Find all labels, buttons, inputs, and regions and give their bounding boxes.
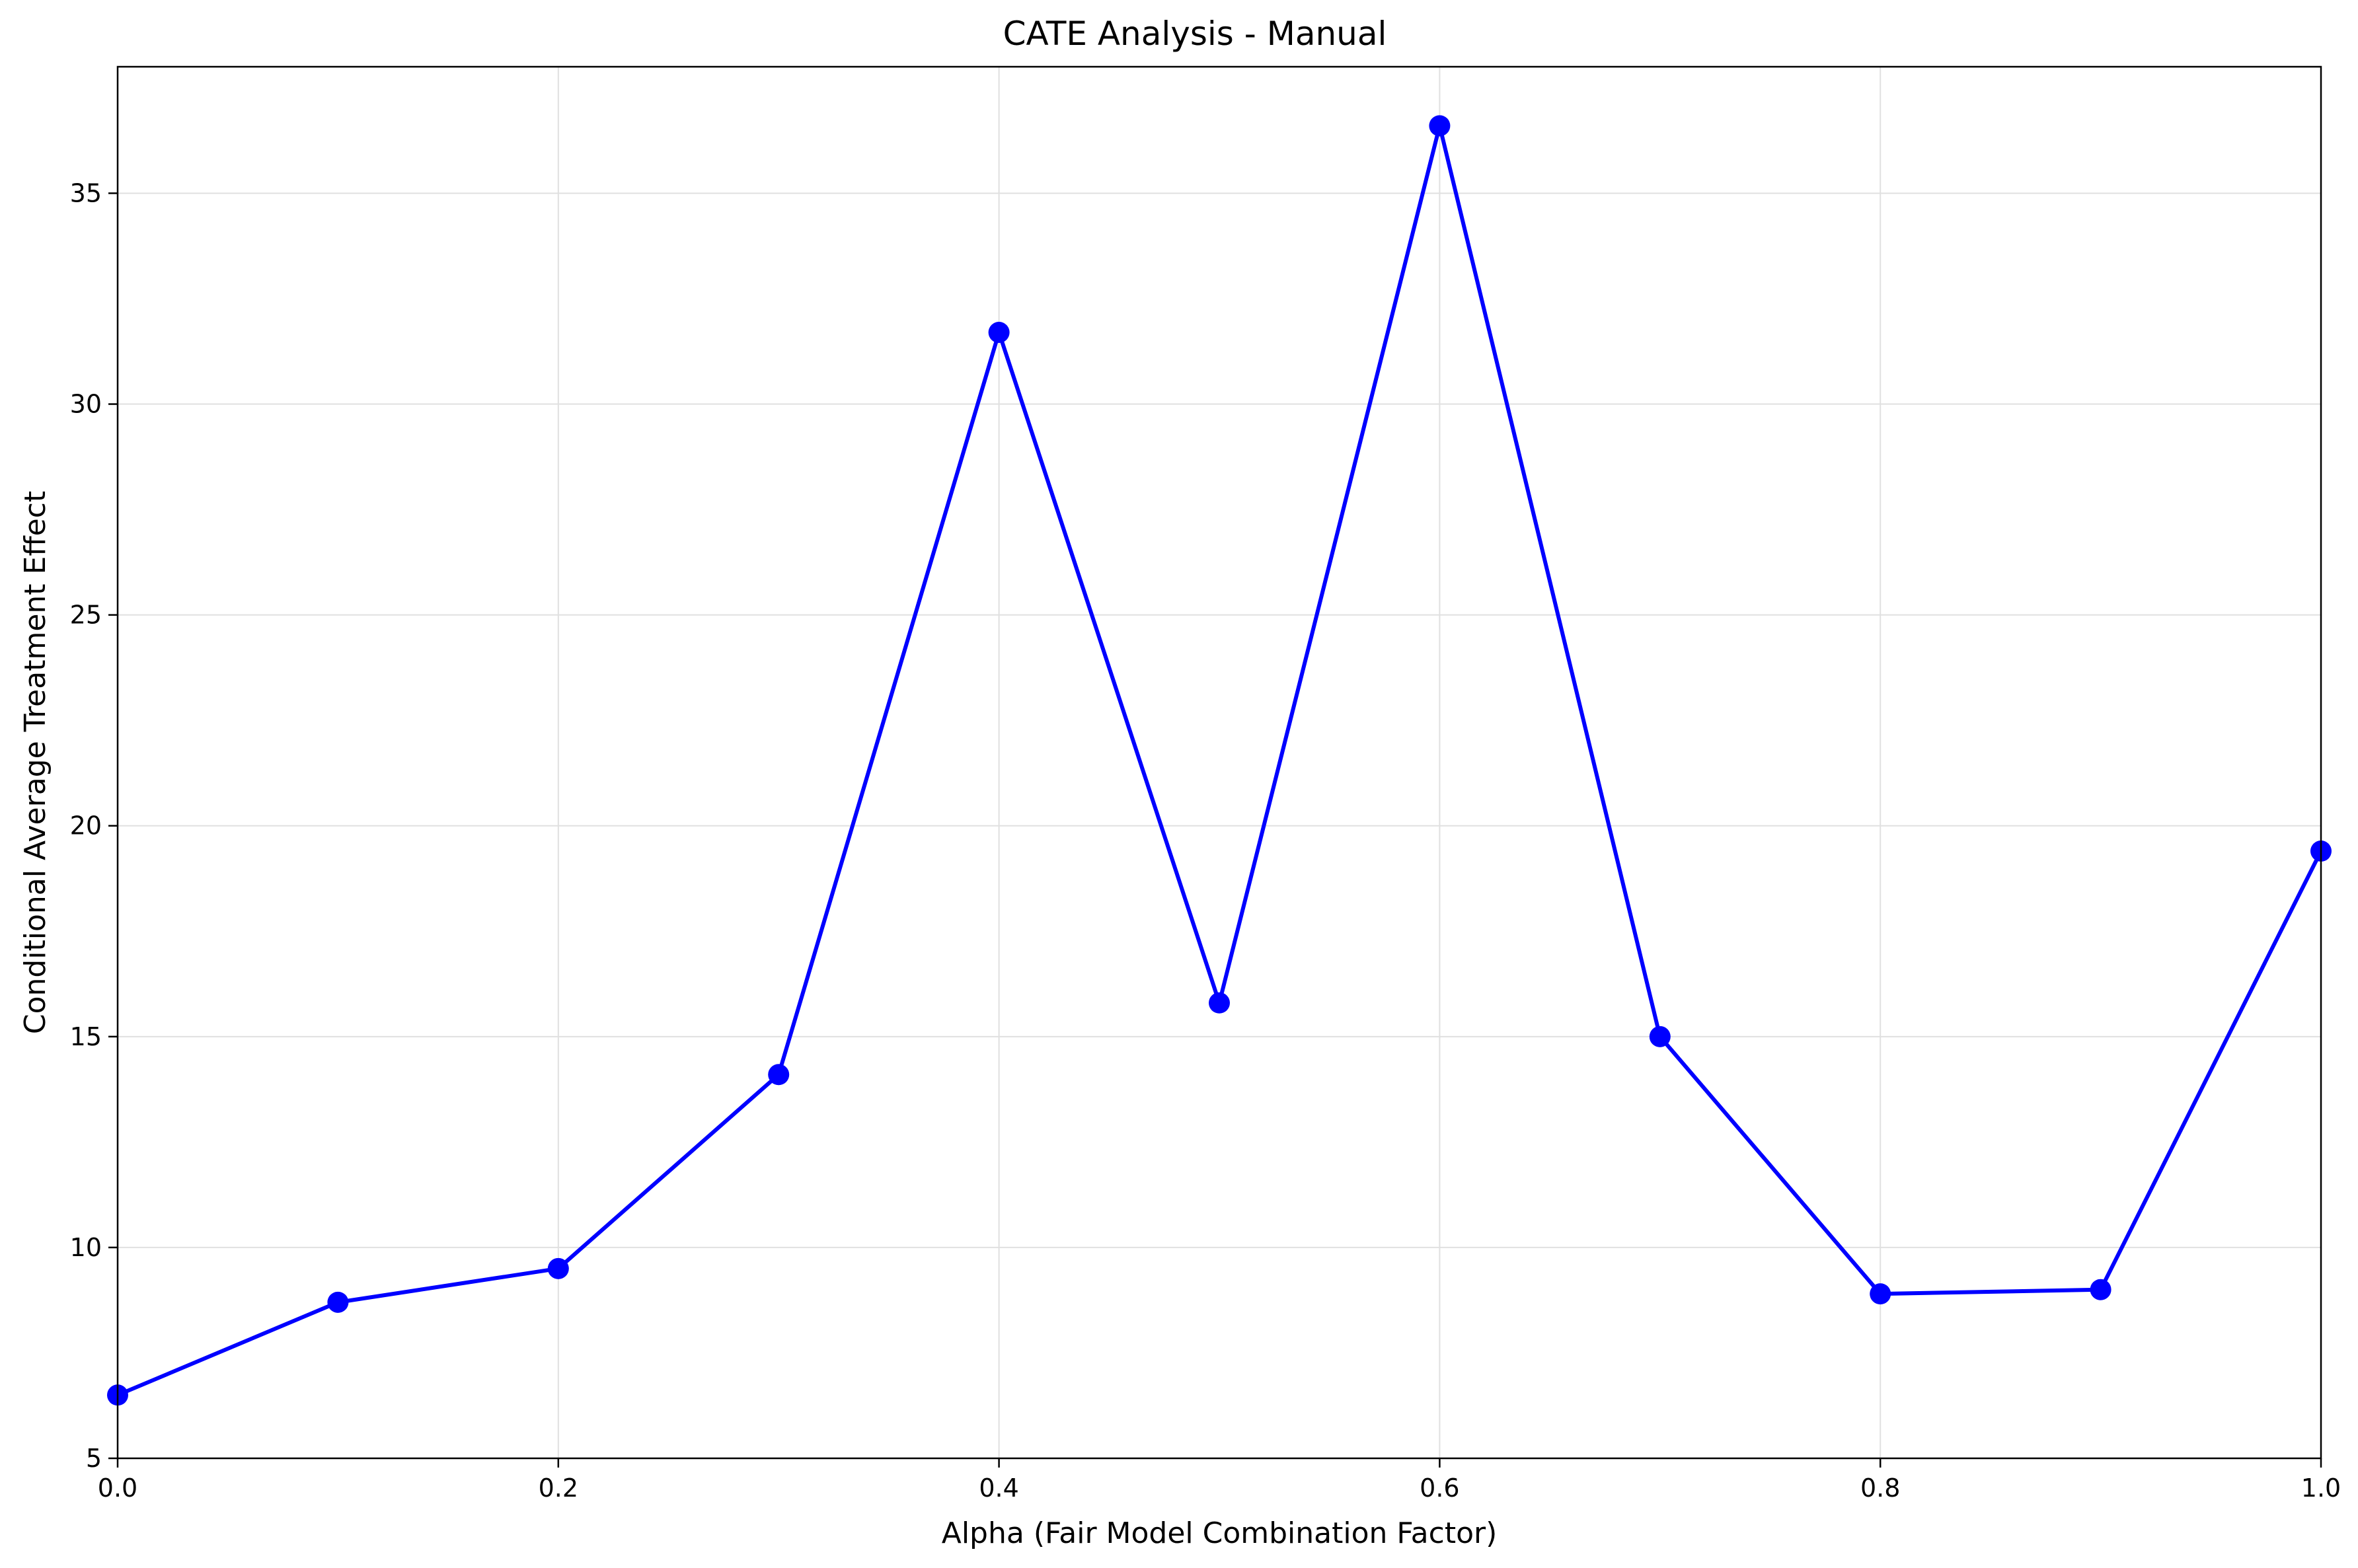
tick-layer: 0.0 0.2 0.4 0.6 0.8 1.0 5 10 15 20 25 30 35 xyxy=(70,178,2341,1503)
y-tick-label: 10 xyxy=(70,1233,102,1262)
y-tick-label: 15 xyxy=(70,1022,102,1051)
data-point xyxy=(327,1291,349,1313)
data-point xyxy=(988,322,1010,344)
y-tick-label: 30 xyxy=(70,390,102,419)
x-tick-label: 0.8 xyxy=(1860,1474,1900,1503)
x-tick-label: 0.2 xyxy=(539,1474,578,1503)
data-point xyxy=(2090,1279,2111,1300)
data-point xyxy=(1209,992,1230,1014)
y-axis-label: Conditional Average Treatment Effect xyxy=(19,491,52,1034)
data-point xyxy=(1870,1283,1891,1305)
data-point xyxy=(1649,1026,1671,1047)
y-tick-label: 35 xyxy=(70,178,102,207)
x-axis-label: Alpha (Fair Model Combination Factor) xyxy=(942,1516,1498,1550)
chart-title: CATE Analysis - Manual xyxy=(1003,15,1387,53)
y-tick-label: 5 xyxy=(86,1444,102,1473)
plot-frame xyxy=(116,65,2322,1460)
x-tick-label: 0.0 xyxy=(98,1474,137,1503)
x-tick-label: 0.4 xyxy=(979,1474,1018,1503)
series-marker-layer xyxy=(107,115,2332,1406)
data-point xyxy=(547,1257,569,1279)
x-tick-label: 0.6 xyxy=(1420,1474,1459,1503)
y-tick-label: 20 xyxy=(70,811,102,840)
data-point xyxy=(768,1064,790,1086)
data-point xyxy=(1429,115,1451,137)
y-tick-label: 25 xyxy=(70,601,102,630)
x-tick-label: 1.0 xyxy=(2301,1474,2341,1503)
